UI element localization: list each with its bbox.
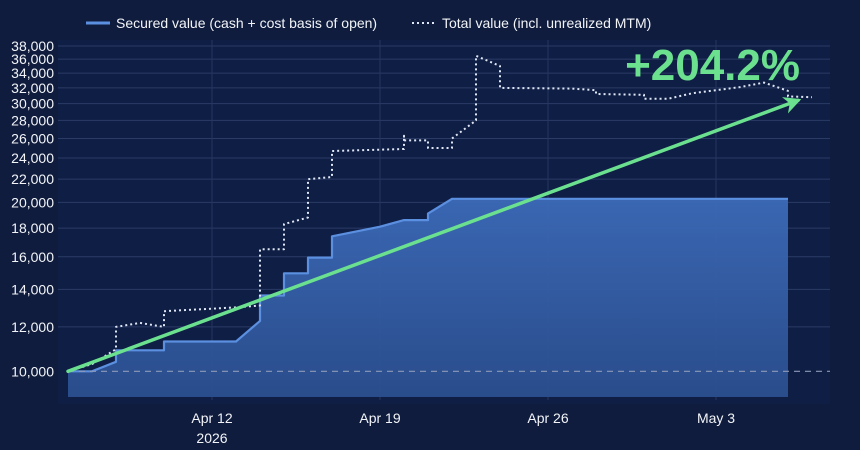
x-tick-label: Apr 26 xyxy=(527,410,568,426)
y-tick-label: 32,000 xyxy=(11,80,54,96)
x-axis-labels: Apr 12 Apr 19 Apr 26 May 3 2026 xyxy=(191,410,735,446)
x-tick-label: May 3 xyxy=(697,410,735,426)
trend-arrow xyxy=(66,97,802,374)
y-axis-labels: 10,000 12,000 14,000 16,000 18,000 20,000 22,0… xyxy=(11,38,54,379)
y-gridlines xyxy=(58,40,830,400)
y-tick-label: 38,000 xyxy=(11,38,54,54)
y-tick-label: 10,000 xyxy=(11,363,54,379)
total-value-line xyxy=(67,54,813,373)
y-tick-label: 36,000 xyxy=(11,51,54,67)
y-tick-label: 20,000 xyxy=(11,194,54,210)
y-tick-label: 24,000 xyxy=(11,150,54,166)
growth-callout: +204.2% xyxy=(625,41,800,90)
legend: Secured value (cash + cost basis of open… xyxy=(86,15,651,31)
y-tick-label: 14,000 xyxy=(11,281,54,297)
legend-label-total: Total value (incl. unrealized MTM) xyxy=(442,15,651,31)
y-tick-label: 26,000 xyxy=(11,130,54,146)
y-tick-label: 28,000 xyxy=(11,112,54,128)
x-tick-label: Apr 19 xyxy=(359,410,400,426)
y-tick-label: 22,000 xyxy=(11,171,54,187)
y-tick-label: 12,000 xyxy=(11,319,54,335)
y-tick-label: 18,000 xyxy=(11,220,54,236)
y-tick-label: 16,000 xyxy=(11,249,54,265)
legend-label-secured: Secured value (cash + cost basis of open… xyxy=(116,15,377,31)
y-tick-label: 30,000 xyxy=(11,96,54,112)
secured-value-area xyxy=(68,198,788,397)
x-year-label: 2026 xyxy=(196,430,227,446)
secured-value-line xyxy=(68,197,788,373)
y-tick-label: 34,000 xyxy=(11,65,54,81)
x-tick-label: Apr 12 xyxy=(191,410,232,426)
